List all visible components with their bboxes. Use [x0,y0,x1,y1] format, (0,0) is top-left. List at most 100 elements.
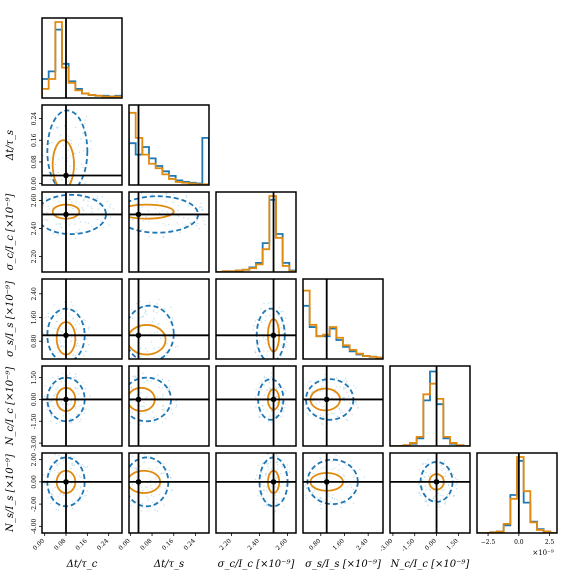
sample-point [140,405,142,408]
sample-point [78,228,80,231]
panel-5-3 [302,452,384,534]
sample-point [75,112,78,114]
sample-point [119,206,120,207]
sample-point [318,401,321,403]
sample-point [304,404,306,406]
sample-point [187,205,189,207]
sample-point [196,219,198,221]
sample-point [172,319,174,321]
sample-point [164,193,167,195]
x-tick-label: 2.5 [545,539,555,546]
sample-point [69,422,71,424]
sample-point [152,411,154,413]
sample-point [63,494,65,497]
sample-point [142,451,143,452]
sample-point [171,317,174,319]
sample-point [160,337,162,340]
sample-point [82,463,84,466]
sample-point [278,387,280,389]
sample-point [55,223,58,225]
sample-point [64,301,66,303]
sample-point [276,402,278,404]
sample-point [157,324,159,326]
sample-point [278,491,281,493]
sample-point [156,396,158,398]
sample-point [156,331,159,333]
sample-point [53,407,55,410]
sample-point [53,327,56,330]
sample-point [148,221,150,223]
sample-point [277,408,280,411]
sample-point [339,386,341,388]
sample-point [57,378,59,380]
sample-point [275,461,277,464]
sample-point [158,386,160,388]
sample-point [50,157,52,159]
y-axis-label-4: N_c/I_c [×10⁻⁹] [5,367,16,447]
sample-point [185,196,188,199]
sample-point [171,489,174,491]
sample-point [165,354,168,357]
sample-point [144,309,147,311]
sample-point [151,193,154,196]
sample-point [124,224,125,225]
truth-point-3-1 [135,332,142,339]
sample-point [147,457,149,459]
hist-orange-4 [390,382,470,446]
sample-point [447,484,450,487]
panel-4-4 [389,365,471,447]
sample-point [112,208,115,210]
sample-point [141,355,143,357]
y-tick-label: 0.24 [31,112,38,126]
sample-point [91,207,93,210]
y-axis-label-1: Δt/τ_s [5,130,16,161]
sample-point [80,476,82,479]
sample-point [275,498,278,500]
sample-point [90,205,92,208]
sample-point [45,316,47,318]
sample-point [322,423,324,425]
sample-point [286,341,288,344]
x-tick-label: 0.16 [161,537,176,552]
sample-point [55,393,57,395]
sample-point [263,377,265,379]
sample-point [97,208,99,210]
panel-3-1 [119,278,210,360]
sample-point [147,499,149,502]
sample-point [254,478,257,481]
sample-point [80,464,82,466]
sample-point [76,413,78,416]
y-tick-label: -1.50 [31,413,38,429]
sample-point [71,463,73,465]
sample-point [63,198,64,199]
sample-point [79,420,81,423]
y-axis-label-2: σ_c/I_c [×10⁻⁹] [5,194,16,271]
sample-point [67,328,69,331]
sample-point [344,396,346,399]
sample-point [260,319,262,322]
sample-point [169,335,171,338]
sample-point [265,315,267,317]
sample-point [119,330,120,331]
sample-point [281,498,283,500]
sample-point [443,475,445,478]
sample-point [323,405,325,408]
sample-point [321,423,323,425]
sample-point [417,483,420,485]
sample-point [312,400,314,402]
sample-point [261,404,264,407]
sample-point [119,201,120,202]
sample-point [425,489,427,491]
sample-point [139,356,142,358]
sample-point [281,322,284,325]
sample-point [281,401,283,404]
sample-point [158,346,160,349]
sample-point [170,306,172,308]
sample-point [195,215,197,218]
sample-point [267,350,269,352]
sample-point [125,482,126,483]
sample-point [135,468,137,470]
sample-point [265,505,268,507]
sample-point [66,408,69,410]
sample-point [167,380,170,382]
